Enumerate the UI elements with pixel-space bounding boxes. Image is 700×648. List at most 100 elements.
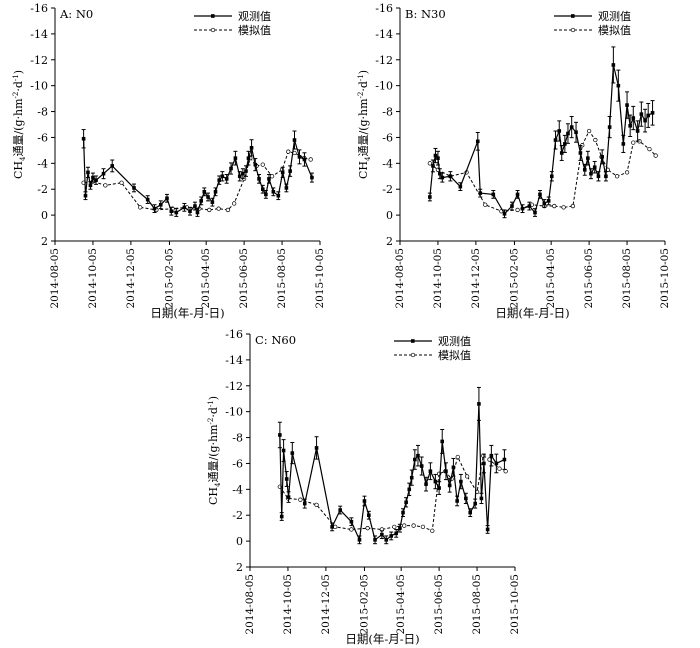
observed-point	[515, 192, 520, 197]
observed-point	[357, 538, 362, 542]
y-tick-label: -6	[382, 131, 393, 144]
observed-point	[210, 200, 215, 204]
simulated-point	[349, 527, 354, 532]
simulated-series-line	[83, 151, 311, 211]
x-tick-label: 2015-06-05	[238, 248, 250, 309]
observed-point	[569, 125, 574, 129]
y-axis-label: CH4通量/(g·hm-2·d-1)	[207, 396, 222, 505]
observed-point	[367, 513, 371, 518]
x-tick-label: 2015-02-05	[163, 248, 175, 309]
observed-point	[280, 170, 285, 175]
y-tick-label: -8	[37, 106, 48, 119]
panel-title: B: N30	[405, 7, 446, 21]
observed-point	[302, 157, 307, 162]
observed-point	[233, 156, 238, 160]
chart-panel-2: 2 0 -2 -4 -6 -8 -10 -12 -14 -16 2014-08-05 2014-10-…	[357, 2, 671, 320]
legend-simulated-marker	[210, 27, 216, 33]
observed-point	[458, 184, 463, 189]
observed-point	[188, 209, 192, 214]
x-tick-label: 2014-10-05	[432, 248, 444, 309]
observed-point	[586, 156, 590, 160]
observed-point	[448, 174, 453, 179]
observed-point	[491, 192, 496, 197]
simulated-point	[614, 174, 620, 179]
observed-point	[264, 192, 268, 197]
observed-point	[473, 501, 477, 506]
observed-point	[464, 496, 468, 501]
simulated-point	[593, 137, 598, 143]
observed-point	[527, 204, 532, 208]
simulated-point	[216, 206, 221, 211]
simulated-point	[647, 146, 652, 152]
x-axis-label: 日期(年-月-日)	[345, 632, 419, 646]
observed-series-line	[429, 64, 653, 215]
observed-point	[91, 175, 95, 180]
x-tick-label: 2015-02-05	[358, 574, 370, 635]
simulated-point	[427, 161, 433, 166]
legend-observed-marker	[211, 14, 215, 18]
observed-point	[437, 486, 441, 490]
simulated-point	[483, 202, 488, 207]
observed-point	[563, 142, 567, 146]
observed-point	[436, 156, 440, 160]
observed-point	[220, 174, 225, 179]
observed-point	[625, 103, 629, 107]
y-tick-label: -4	[382, 157, 393, 170]
observed-point	[302, 501, 307, 506]
observed-point	[83, 193, 88, 198]
observed-point	[428, 195, 432, 199]
observed-point	[202, 190, 207, 194]
observed-point	[394, 531, 398, 536]
observed-point	[152, 206, 157, 211]
observed-point	[451, 465, 456, 470]
x-tick-label: 2015-06-05	[583, 248, 595, 309]
observed-point	[616, 83, 621, 88]
observed-point	[596, 174, 601, 179]
observed-point	[440, 175, 445, 180]
observed-point	[475, 139, 480, 144]
y-tick-label: -16	[375, 2, 393, 15]
simulated-point	[286, 149, 291, 154]
observed-point	[349, 519, 354, 524]
x-tick-label: 2015-06-05	[433, 574, 445, 635]
observed-point	[413, 457, 417, 462]
observed-point	[447, 483, 452, 488]
y-tick-label: -10	[375, 80, 393, 93]
legend-simulated-marker	[570, 27, 576, 33]
observed-point	[373, 538, 377, 542]
x-tick-label: 2014-08-05	[394, 248, 406, 309]
observed-point	[330, 525, 334, 529]
simulated-point	[103, 183, 108, 188]
simulated-point	[119, 180, 124, 185]
observed-point	[389, 534, 394, 538]
observed-point	[578, 151, 583, 155]
legend-simulated-label: 模拟值	[598, 23, 631, 37]
observed-point	[549, 174, 554, 179]
y-tick-label: -16	[225, 328, 243, 341]
observed-point	[229, 166, 233, 171]
observed-point	[169, 209, 174, 214]
observed-point	[455, 499, 459, 503]
simulated-point	[411, 523, 416, 528]
observed-point	[477, 402, 481, 406]
y-tick-label: 2	[236, 561, 243, 574]
observed-point	[533, 210, 537, 215]
observed-point	[271, 190, 276, 194]
legend-observed-label: 观测值	[238, 10, 271, 23]
observed-point	[494, 461, 499, 466]
observed-point	[158, 202, 163, 207]
observed-point	[86, 170, 90, 175]
y-tick-label: -12	[225, 380, 243, 393]
observed-point	[510, 204, 514, 208]
simulated-point	[298, 497, 303, 502]
observed-point	[310, 175, 314, 180]
legend-observed-label: 观测值	[438, 335, 471, 348]
observed-point	[362, 499, 367, 503]
observed-point	[546, 199, 551, 203]
observed-point	[199, 199, 203, 203]
y-axis-label: CH4通量/(g·hm-2·d-1)	[12, 70, 27, 179]
x-tick-label: 2014-12-05	[470, 248, 482, 309]
y-tick-label: 2	[41, 235, 48, 248]
